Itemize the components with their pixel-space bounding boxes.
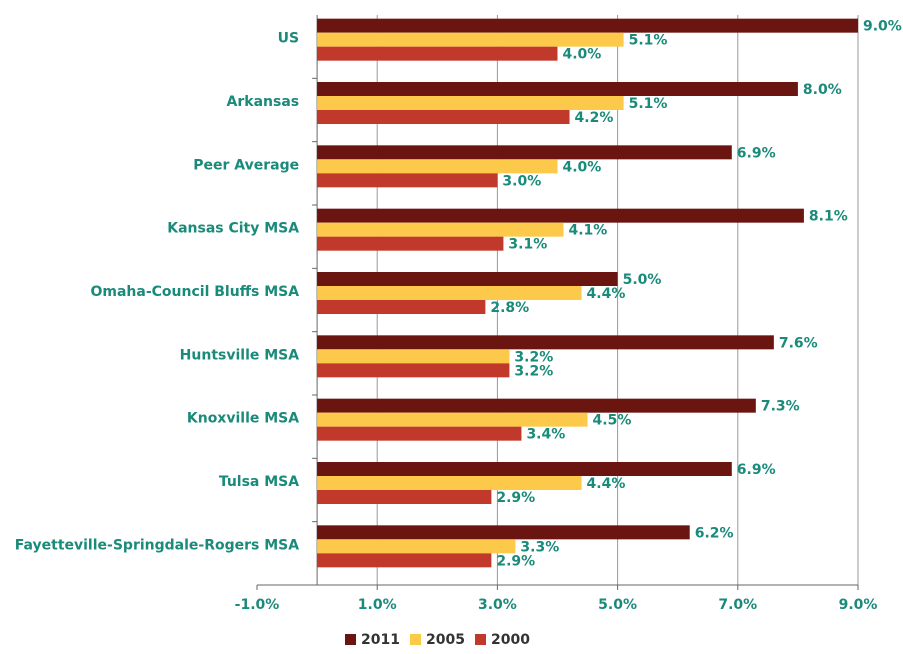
value-label: 3.2%	[514, 349, 553, 365]
bar	[317, 236, 504, 251]
bar	[317, 300, 486, 314]
y-tick-label: Kansas City MSA	[167, 221, 299, 237]
bar	[317, 426, 522, 441]
bar	[317, 46, 558, 61]
bar	[317, 462, 732, 476]
bar	[317, 18, 859, 33]
bar	[317, 398, 756, 413]
bar	[317, 553, 492, 568]
value-label: 3.2%	[514, 363, 553, 379]
x-tick-label: 3.0%	[478, 597, 517, 613]
value-label: 4.0%	[563, 159, 602, 175]
value-label: 3.0%	[502, 173, 541, 189]
y-tick-label: Tulsa MSA	[219, 474, 299, 490]
value-label: 3.3%	[520, 539, 559, 555]
x-tick-label: -1.0%	[235, 597, 280, 613]
value-label: 5.0%	[623, 272, 662, 288]
value-label: 4.2%	[575, 110, 614, 126]
y-tick-label: Huntsville MSA	[180, 347, 300, 363]
value-label: 4.0%	[563, 47, 602, 63]
value-label: 6.9%	[737, 462, 776, 478]
value-label: 2.8%	[490, 300, 529, 316]
value-label: 2.9%	[496, 490, 535, 506]
y-tick-label: US	[278, 31, 299, 47]
bar	[317, 208, 804, 223]
y-tick-label: Omaha-Council Bluffs MSA	[91, 284, 300, 300]
bar	[317, 272, 618, 286]
x-tick-label: 1.0%	[358, 597, 397, 613]
bar	[317, 145, 732, 160]
value-label: 2.9%	[496, 553, 535, 569]
y-tick-label: Arkansas	[227, 94, 300, 110]
x-tick-label: 9.0%	[839, 597, 878, 613]
y-tick-label: Fayetteville-Springdale-Rogers MSA	[15, 537, 299, 553]
value-label: 8.0%	[803, 82, 842, 98]
value-label: 4.1%	[569, 223, 608, 239]
legend-swatch	[345, 634, 356, 645]
bar	[317, 335, 774, 350]
x-tick-label: 5.0%	[598, 597, 637, 613]
bar	[317, 412, 588, 427]
bar	[317, 96, 624, 110]
value-label: 5.1%	[629, 33, 668, 49]
bar	[317, 82, 798, 96]
bar	[317, 222, 564, 237]
value-label: 7.3%	[761, 399, 800, 415]
value-label: 3.1%	[508, 237, 547, 253]
y-tick-label: Peer Average	[193, 157, 299, 173]
bar	[317, 490, 492, 504]
legend-swatch	[410, 634, 421, 645]
value-label: 7.6%	[779, 335, 818, 351]
bar	[317, 539, 516, 554]
bar	[317, 32, 624, 47]
bar	[317, 349, 510, 364]
bar	[317, 173, 498, 188]
value-label: 8.1%	[809, 209, 848, 225]
bar	[317, 110, 570, 124]
value-label: 4.5%	[593, 413, 632, 429]
value-label: 6.2%	[695, 525, 734, 541]
legend-label: 2000	[491, 632, 530, 648]
legend-swatch	[475, 634, 486, 645]
value-label: 5.1%	[629, 96, 668, 112]
bar	[317, 476, 582, 490]
value-label: 3.4%	[526, 427, 565, 443]
value-label: 4.4%	[587, 476, 626, 492]
bar	[317, 525, 690, 540]
value-label: 9.0%	[863, 19, 902, 35]
y-tick-label: Knoxville MSA	[187, 411, 299, 427]
value-label: 4.4%	[587, 286, 626, 302]
bar	[317, 286, 582, 300]
legend-label: 2005	[426, 632, 465, 648]
value-label: 6.9%	[737, 145, 776, 161]
bar	[317, 159, 558, 174]
bar	[317, 363, 510, 378]
x-tick-label: 7.0%	[718, 597, 757, 613]
legend-label: 2011	[361, 632, 400, 648]
